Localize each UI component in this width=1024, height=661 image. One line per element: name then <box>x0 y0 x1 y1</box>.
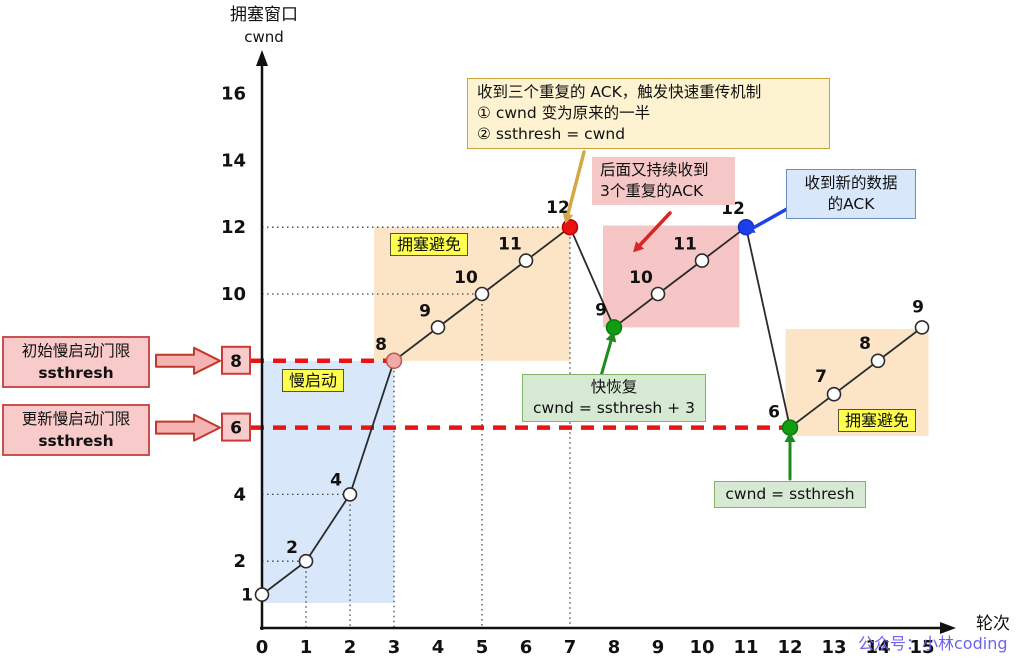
initial-ssthresh-box: 初始慢启动门限 ssthresh <box>2 336 150 388</box>
point-label-6: 11 <box>498 235 522 255</box>
fast-recovery-note: 快恢复 cwnd = ssthresh + 3 <box>522 374 706 422</box>
new-ack-note-line2: 的ACK <box>827 195 875 213</box>
updated-ssthresh-box: 更新慢启动门限 ssthresh <box>2 404 150 456</box>
updated-ssthresh-line1: 更新慢启动门限 <box>21 410 131 428</box>
fast-recovery-arrow-icon-head <box>605 331 617 343</box>
x-tick-13: 13 <box>821 637 846 658</box>
y-tick-16: 16 <box>221 84 246 105</box>
point-label-4: 9 <box>419 301 431 321</box>
data-point-0-1 <box>254 587 270 602</box>
fast-recovery-note-line1: 快恢复 <box>590 378 638 396</box>
x-tick-2: 2 <box>344 637 357 658</box>
new-ack-arrow-icon-head <box>744 223 756 233</box>
data-point-2-4 <box>342 487 358 502</box>
y-tick-2: 2 <box>233 551 246 572</box>
point-label-5: 10 <box>454 268 478 288</box>
slow-start-label: 慢启动 <box>282 369 345 392</box>
point-label-8: 9 <box>595 300 607 320</box>
point-label-9: 10 <box>629 268 653 288</box>
point-label-10: 11 <box>673 235 697 255</box>
fast-retransmit-arrow-icon <box>566 150 586 216</box>
x-axis-arrow-icon <box>940 622 956 634</box>
updated-ssthresh-line2: ssthresh <box>38 432 114 450</box>
x-tick-10: 10 <box>689 637 714 658</box>
fast-retransmit-arrow-icon-head <box>562 212 574 224</box>
y-tick-boxed-8: 8 <box>230 352 242 372</box>
point-label-3: 8 <box>375 335 387 355</box>
point-label-13: 7 <box>815 367 827 387</box>
region-fast-recovery <box>603 225 740 328</box>
fast-retransmit-note-line1: 收到三个重复的 ACK，触发快速重传机制 <box>477 83 762 101</box>
cwnd-equals-ssthresh-note: cwnd = ssthresh <box>714 481 866 508</box>
y-tick-boxed-6: 6 <box>230 419 242 439</box>
initial-ssthresh-line1: 初始慢启动门限 <box>21 342 131 360</box>
block-arrow-icon-6 <box>155 413 221 442</box>
y-tick-10: 10 <box>221 284 246 305</box>
point-label-15: 9 <box>912 297 924 317</box>
y-tick-box-8 <box>221 345 251 375</box>
fast-retransmit-note: 收到三个重复的 ACK，触发快速重传机制 ① cwnd 变为原来的一半 ② ss… <box>467 78 830 149</box>
x-tick-5: 5 <box>476 637 489 658</box>
x-tick-12: 12 <box>777 637 802 658</box>
x-tick-9: 9 <box>652 637 665 658</box>
dup-ack-arrow-icon <box>638 211 672 247</box>
x-tick-15: 15 <box>909 637 934 658</box>
data-point-7-12 <box>561 218 579 236</box>
cwnd-curve <box>261 225 923 596</box>
x-tick-7: 7 <box>564 637 577 658</box>
x-tick-6: 6 <box>520 637 533 658</box>
point-label-2: 4 <box>330 470 342 490</box>
duplicate-ack-note: 后面又持续收到 3个重复的ACK <box>592 157 735 205</box>
data-point-4-9 <box>430 320 446 335</box>
x-tick-1: 1 <box>300 637 313 658</box>
x-axis-title: 轮次 <box>976 614 1010 634</box>
congestion-avoidance-label-2: 拥塞避免 <box>838 409 917 432</box>
fast-recovery-arrow-icon <box>599 339 613 378</box>
data-point-3-8 <box>385 352 403 370</box>
fast-retransmit-note-line2: ① cwnd 变为原来的一半 <box>477 104 651 122</box>
new-ack-note: 收到新的数据 的ACK <box>786 169 916 219</box>
duplicate-ack-note-line1: 后面又持续收到 <box>600 161 709 179</box>
watermark: 公众号：小林coding <box>858 634 1008 653</box>
x-tick-11: 11 <box>733 637 758 658</box>
region-slow-start <box>262 360 394 603</box>
y-axis-arrow-icon <box>256 50 268 66</box>
data-point-14-8 <box>870 353 886 369</box>
data-point-5-10 <box>474 286 490 302</box>
x-tick-8: 8 <box>608 637 621 658</box>
y-tick-14: 14 <box>221 150 246 171</box>
x-tick-4: 4 <box>432 637 445 658</box>
y-tick-box-6 <box>221 412 251 442</box>
fast-recovery-note-line2: cwnd = ssthresh + 3 <box>533 399 695 417</box>
y-axis-title-line1: 拥塞窗口 <box>230 5 298 25</box>
new-ack-note-line1: 收到新的数据 <box>804 174 898 192</box>
point-label-12: 6 <box>768 403 780 423</box>
y-axis-title-line2: cwnd <box>244 28 284 46</box>
data-point-15-9 <box>914 320 930 335</box>
point-label-14: 8 <box>859 334 871 354</box>
congestion-avoidance-label-1: 拥塞避免 <box>390 233 469 256</box>
data-point-9-10 <box>650 286 666 302</box>
data-point-1-2 <box>298 553 314 569</box>
y-tick-12: 12 <box>221 217 246 238</box>
fast-retransmit-note-line3: ② ssthresh = cwnd <box>477 125 626 143</box>
y-axis-title: 拥塞窗口 cwnd <box>212 4 316 48</box>
data-point-10-11 <box>694 253 710 268</box>
data-point-6-11 <box>518 253 534 268</box>
data-point-13-7 <box>826 386 842 402</box>
cwnd-ssthresh-arrow-icon-head <box>784 432 796 442</box>
dup-ack-arrow-icon-head <box>633 241 645 253</box>
point-label-1: 2 <box>286 538 298 558</box>
point-label-0: 1 <box>241 586 253 606</box>
x-tick-3: 3 <box>388 637 401 658</box>
x-tick-0: 0 <box>256 637 269 658</box>
duplicate-ack-note-line2: 3个重复的ACK <box>600 182 704 200</box>
block-arrow-icon-8 <box>155 346 221 375</box>
x-tick-14: 14 <box>865 637 890 658</box>
y-tick-4: 4 <box>233 484 246 505</box>
initial-ssthresh-line2: ssthresh <box>38 364 114 382</box>
